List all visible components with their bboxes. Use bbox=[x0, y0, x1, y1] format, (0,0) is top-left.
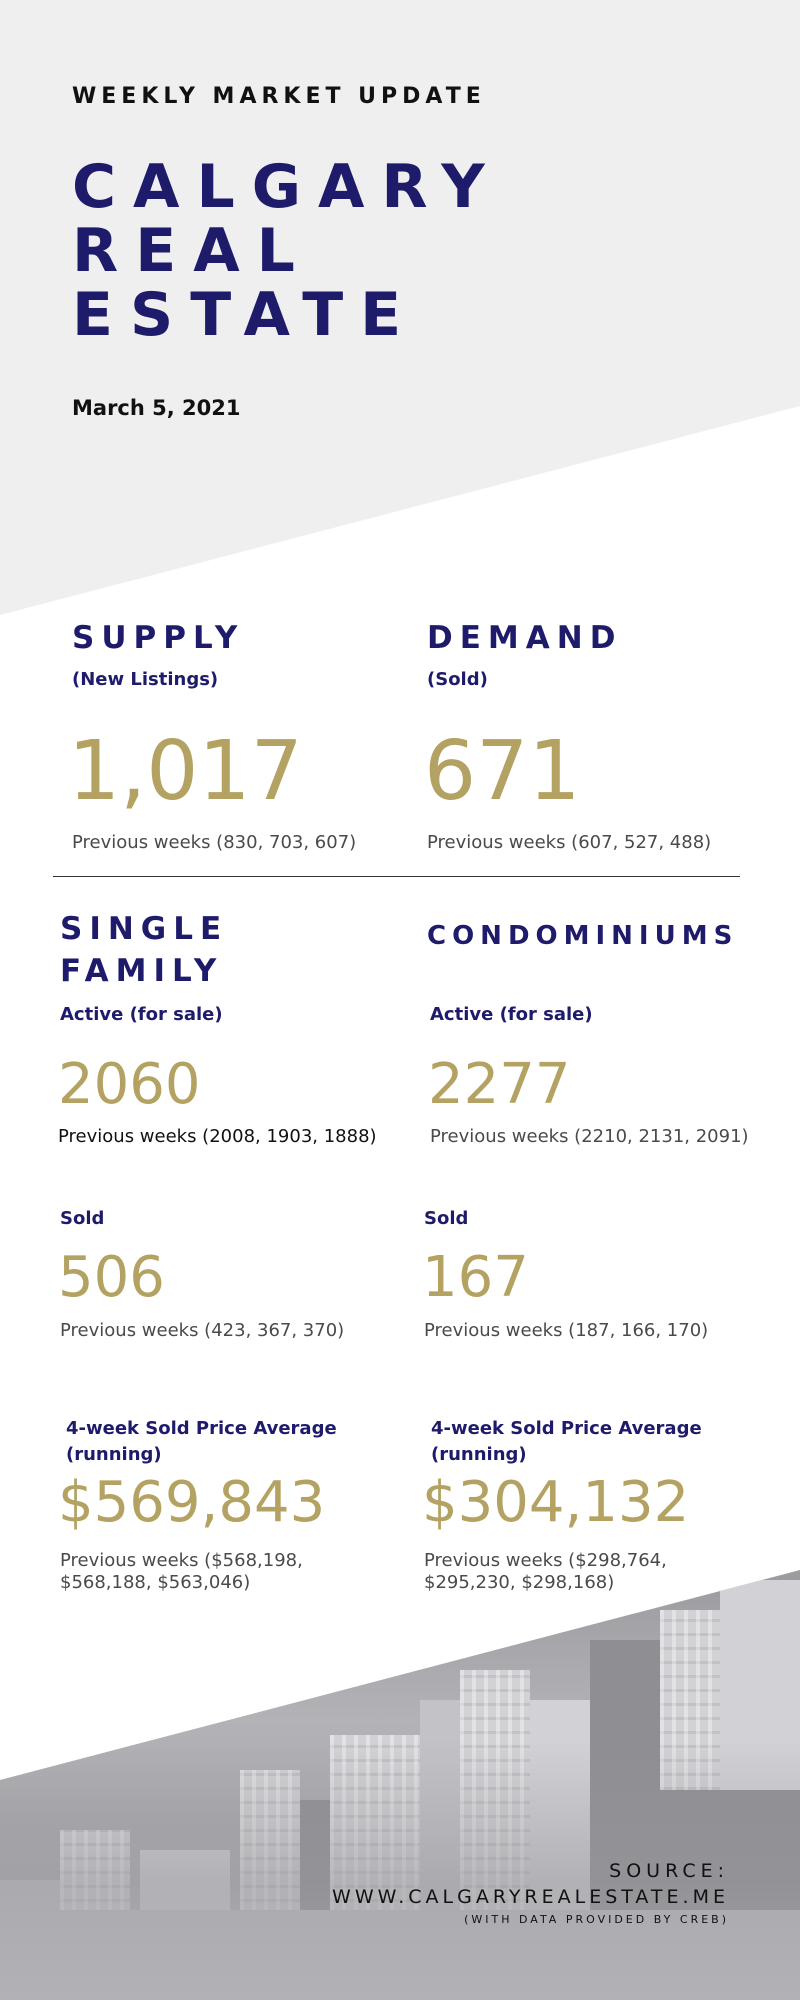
condominiums-avg-value: $304,132 bbox=[422, 1470, 690, 1535]
supply-heading: SUPPLY bbox=[72, 620, 245, 656]
title-line-2: REAL bbox=[72, 216, 312, 286]
supply-subheading: (New Listings) bbox=[72, 669, 219, 690]
single-family-active-value: 2060 bbox=[58, 1052, 201, 1117]
condominiums-heading: CONDOMINIUMS bbox=[427, 921, 739, 951]
title-line-3: ESTATE bbox=[72, 280, 419, 350]
title-line-1: CALGARY bbox=[72, 152, 502, 222]
condominiums-avg-label-line-2: (running) bbox=[431, 1444, 527, 1465]
single-family-avg-label-line-2: (running) bbox=[66, 1444, 162, 1465]
single-family-active-label: Active (for sale) bbox=[60, 1004, 223, 1025]
supply-previous: Previous weeks (830, 703, 607) bbox=[72, 832, 357, 853]
supply-value: 1,017 bbox=[68, 724, 303, 819]
single-family-avg-previous: Previous weeks ($568,198, $568,188, $563… bbox=[60, 1550, 303, 1594]
demand-previous: Previous weeks (607, 527, 488) bbox=[427, 832, 712, 853]
condominiums-sold-previous: Previous weeks (187, 166, 170) bbox=[424, 1320, 709, 1341]
condominiums-sold-value: 167 bbox=[422, 1245, 529, 1310]
page-title: CALGARY REAL ESTATE bbox=[72, 155, 502, 347]
condominiums-avg-label: 4-week Sold Price Average (running) bbox=[431, 1416, 702, 1468]
single-family-heading: SINGLE FAMILY bbox=[60, 908, 228, 992]
single-family-sold-value: 506 bbox=[58, 1245, 165, 1310]
condominiums-active-value: 2277 bbox=[428, 1052, 571, 1117]
condominiums-avg-label-line-1: 4-week Sold Price Average bbox=[431, 1418, 702, 1439]
demand-value: 671 bbox=[424, 724, 581, 819]
condominiums-sold-label: Sold bbox=[424, 1208, 469, 1229]
single-family-sold-previous: Previous weeks (423, 367, 370) bbox=[60, 1320, 345, 1341]
single-family-avg-previous-line-1: Previous weeks ($568,198, bbox=[60, 1550, 303, 1571]
demand-subheading: (Sold) bbox=[427, 669, 488, 690]
section-divider bbox=[53, 876, 740, 877]
city-skyline-image bbox=[0, 1570, 800, 2000]
single-family-avg-value: $569,843 bbox=[58, 1470, 326, 1535]
condominiums-avg-previous-line-2: $295,230, $298,168) bbox=[424, 1572, 615, 1593]
condominiums-active-previous: Previous weeks (2210, 2131, 2091) bbox=[430, 1126, 749, 1147]
single-family-active-previous: Previous weeks (2008, 1903, 1888) bbox=[58, 1126, 377, 1147]
source-label: SOURCE: bbox=[609, 1860, 729, 1882]
source-url: WWW.CALGARYREALESTATE.ME bbox=[332, 1886, 729, 1908]
condominiums-active-label: Active (for sale) bbox=[430, 1004, 593, 1025]
single-family-avg-previous-line-2: $568,188, $563,046) bbox=[60, 1572, 251, 1593]
report-date: March 5, 2021 bbox=[72, 396, 241, 420]
condominiums-avg-previous: Previous weeks ($298,764, $295,230, $298… bbox=[424, 1550, 667, 1594]
source-note: (WITH DATA PROVIDED BY CREB) bbox=[464, 1913, 729, 1926]
single-family-sold-label: Sold bbox=[60, 1208, 105, 1229]
single-family-avg-label: 4-week Sold Price Average (running) bbox=[66, 1416, 337, 1468]
single-family-heading-line-2: FAMILY bbox=[60, 953, 224, 989]
kicker-text: WEEKLY MARKET UPDATE bbox=[72, 84, 486, 109]
single-family-avg-label-line-1: 4-week Sold Price Average bbox=[66, 1418, 337, 1439]
single-family-heading-line-1: SINGLE bbox=[60, 911, 229, 947]
demand-heading: DEMAND bbox=[427, 620, 623, 656]
condominiums-avg-previous-line-1: Previous weeks ($298,764, bbox=[424, 1550, 667, 1571]
